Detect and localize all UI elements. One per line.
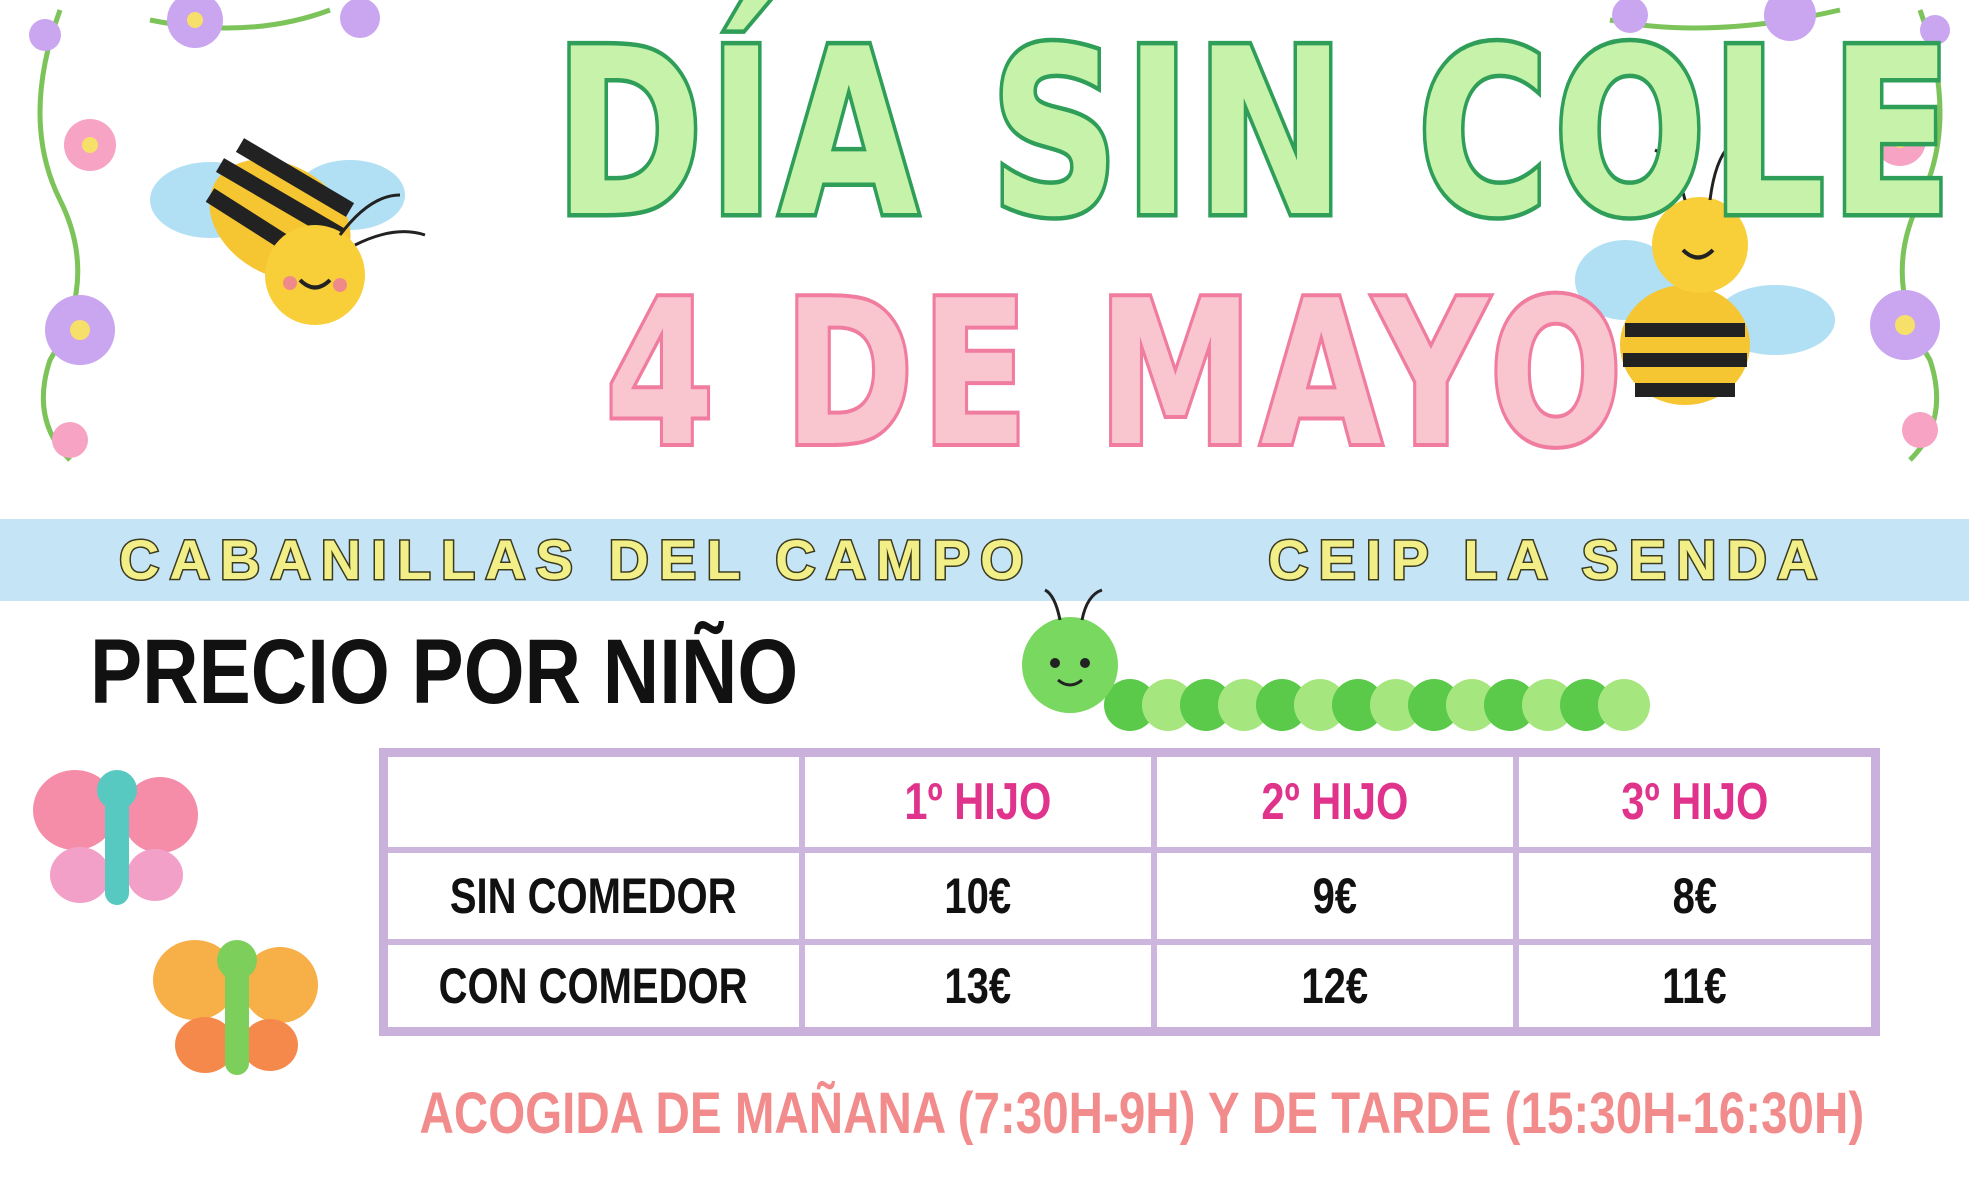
caterpillar-segment — [1294, 679, 1346, 731]
table-header-cell: 2º HIJO — [1150, 749, 1519, 853]
title-line-1: DÍA SIN COLE — [551, 1, 1958, 268]
school-text: CEIP LA SENDA — [1266, 527, 1828, 592]
caterpillar-segment — [1408, 679, 1460, 731]
price-cell: 11€ — [1512, 938, 1879, 1035]
price-cell: 8€ — [1512, 846, 1879, 945]
flower-vine-icon — [1609, 0, 1950, 462]
table-header-row: 1º HIJO 2º HIJO 3º HIJO — [380, 749, 1879, 853]
caterpillar-segment — [1218, 679, 1270, 731]
caterpillar-segment — [1256, 679, 1308, 731]
price-cell: 13€ — [798, 938, 1157, 1035]
table-header-empty — [380, 749, 805, 853]
caterpillar-segment — [1446, 679, 1498, 731]
caterpillar-segment — [1370, 679, 1422, 731]
caterpillar-icon — [1022, 588, 1650, 731]
table-row: CON COMEDOR 13€ 12€ 11€ — [380, 938, 1879, 1035]
table-header-cell: 1º HIJO — [798, 749, 1157, 853]
caterpillar-segment — [1142, 679, 1194, 731]
bee-icon — [150, 138, 426, 325]
price-heading: PRECIO POR NIÑO — [90, 621, 799, 723]
caterpillar-segment — [1484, 679, 1536, 731]
footer-schedule: ACOGIDA DE MAÑANA (7:30H-9H) Y DE TARDE … — [419, 1081, 1865, 1146]
location-band: CABANILLAS DEL CAMPO CEIP LA SENDA — [0, 519, 1969, 601]
table-header-cell: 3º HIJO — [1512, 749, 1879, 853]
row-label: CON COMEDOR — [380, 938, 805, 1035]
title-line-2: 4 DE MAYO — [602, 258, 1631, 491]
price-cell: 12€ — [1150, 938, 1519, 1035]
price-table: 1º HIJO 2º HIJO 3º HIJO SIN COMEDOR 10€ … — [379, 748, 1880, 1036]
caterpillar-segment — [1180, 679, 1232, 731]
bee-icon — [1575, 143, 1835, 405]
flower-vine-icon — [29, 0, 380, 462]
row-label: SIN COMEDOR — [380, 846, 805, 945]
caterpillar-segment — [1598, 679, 1650, 731]
caterpillar-segment — [1332, 679, 1384, 731]
caterpillar-segment — [1522, 679, 1574, 731]
price-cell: 9€ — [1150, 846, 1519, 945]
butterfly-icon — [153, 940, 318, 1075]
butterfly-icon — [33, 770, 198, 905]
caterpillar-segment — [1104, 679, 1156, 731]
caterpillar-segment — [1560, 679, 1612, 731]
price-cell: 10€ — [798, 846, 1157, 945]
table-row: SIN COMEDOR 10€ 9€ 8€ — [380, 846, 1879, 945]
location-text: CABANILLAS DEL CAMPO — [118, 527, 1034, 592]
